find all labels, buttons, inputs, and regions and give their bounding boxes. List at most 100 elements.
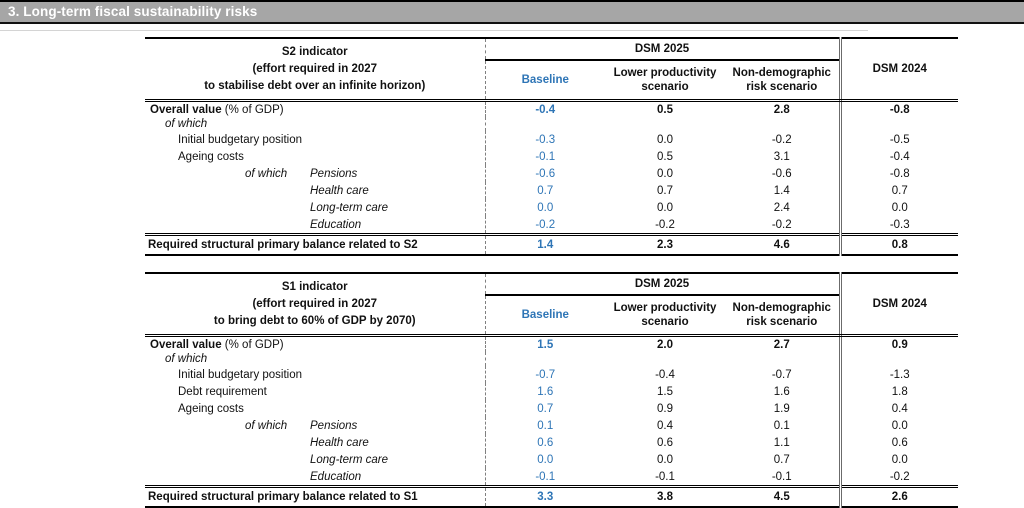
row-label-text: Initial budgetary position (178, 368, 303, 381)
value-cell: 0.4 (657, 419, 673, 432)
value-cell: -0.2 (484, 216, 605, 235)
value-cell: -0.2 (771, 133, 792, 146)
value-cell: -0.3 (838, 216, 958, 235)
value-cell: 0.9 (838, 335, 958, 352)
row-label-text: Health care (310, 436, 369, 449)
s1-table-body: Overall value (% of GDP) 1.5 2.0 2.7 0.9 of w… (145, 335, 958, 508)
row-label-text: Ageing costs (178, 402, 244, 415)
table-row-ofwhich: of which (145, 352, 958, 366)
value-cell: 0.0 (484, 199, 605, 216)
value-cell: 0.0 (657, 453, 673, 466)
value-cell (838, 352, 958, 366)
value-cell: 1.8 (838, 383, 958, 400)
scenario-header-row: Baseline Lower productivity scenario Non… (145, 60, 958, 102)
row-label-text: Initial budgetary position (178, 133, 303, 146)
value-cell: -0.4 (838, 148, 958, 165)
value-cell: -0.8 (838, 100, 958, 117)
row-label-text: Debt requirement (178, 385, 267, 398)
value-cell (725, 117, 840, 131)
table-title-line: to stabilise debt over an infinite horiz… (204, 79, 426, 92)
table-title-line: S2 indicator (281, 45, 348, 58)
dsm-2025-header: DSM 2025 (484, 38, 840, 61)
table-row-item: Debt requirement 1.6 1.5 1.6 1.8 (145, 383, 958, 400)
value-cell: 1.6 (773, 385, 790, 398)
value-cell: 1.5 (657, 385, 673, 398)
value-cell (605, 352, 725, 366)
row-label: Initial budgetary position (145, 131, 485, 148)
value-cell: 0.8 (838, 233, 958, 256)
value-cell: 0.7 (484, 182, 605, 199)
value-cell: 0.6 (838, 434, 958, 451)
table-row-subitem: Education -0.2 -0.2 -0.2 -0.3 (145, 216, 958, 235)
of-which-prefix: of which (245, 419, 288, 432)
table-row-ofwhich: of which (145, 117, 958, 131)
row-label: Required structural primary balance rela… (145, 485, 485, 508)
value-cell: -0.8 (838, 165, 958, 182)
row-label: of which (145, 352, 485, 366)
row-label: Overall value (% of GDP) (145, 101, 485, 118)
value-cell: 1.6 (484, 383, 605, 400)
banner-shadow-line (0, 30, 868, 31)
table-title-line: S1 indicator (281, 280, 348, 293)
value-cell: 2.7 (773, 338, 790, 351)
table-row-subitem: Long-term care 0.0 0.0 0.7 0.0 (145, 451, 958, 468)
row-label: Initial budgetary position (145, 366, 485, 383)
row-label: Health care (145, 182, 485, 199)
section-banner: 3. Long-term fiscal sustainability risks (0, 0, 1024, 24)
value-cell: 0.0 (838, 199, 958, 216)
table-row-subitem: Health care 0.7 0.7 1.4 0.7 (145, 182, 958, 199)
value-cell: 1.4 (773, 184, 790, 197)
s1-table-header: S1 indicator (effort required in 2027 to… (145, 273, 958, 337)
s2-table-header: S2 indicator (effort required in 2027 to… (145, 38, 958, 102)
value-cell: -0.1 (655, 470, 675, 483)
table-row-total: Required structural primary balance rela… (145, 485, 958, 508)
value-cell: 2.8 (773, 103, 790, 116)
table-title-line: to bring debt to 60% of GDP by 2070) (213, 314, 416, 327)
baseline-column-header: Baseline (484, 295, 605, 337)
value-cell (484, 352, 605, 366)
value-cell: 1.9 (773, 402, 790, 415)
value-cell: 1.4 (484, 233, 605, 256)
s1-table-title: S1 indicator (effort required in 2027 to… (145, 273, 485, 337)
table-row-item: Ageing costs -0.1 0.5 3.1 -0.4 (145, 148, 958, 165)
value-cell: 0.0 (657, 133, 673, 146)
value-cell: -0.1 (771, 470, 792, 483)
value-cell: 0.5 (657, 103, 673, 116)
row-label: Ageing costs (145, 148, 485, 165)
table-row-subitem: of which Pensions 0.1 0.4 0.1 0.0 (145, 417, 958, 434)
value-cell: -0.6 (771, 167, 792, 180)
value-cell: 1.5 (484, 335, 605, 352)
value-cell (725, 352, 840, 366)
table-row-subitem: Education -0.1 -0.1 -0.1 -0.2 (145, 468, 958, 487)
value-cell: 0.5 (657, 150, 673, 163)
tables-container: S2 indicator (effort required in 2027 to… (145, 37, 958, 508)
table-title-line: (effort required in 2027 (252, 297, 378, 310)
value-cell: -1.3 (838, 366, 958, 383)
row-label: Ageing costs (145, 400, 485, 417)
value-cell: 0.7 (838, 182, 958, 199)
s2-table-title: S2 indicator (effort required in 2027 to… (145, 38, 485, 102)
row-label-text: Pensions (310, 167, 358, 180)
row-label-text: Education (310, 218, 362, 231)
table-row-subitem: of which Pensions -0.6 0.0 -0.6 -0.8 (145, 165, 958, 182)
value-cell: -0.4 (655, 368, 675, 381)
row-label-text: Overall value (150, 338, 222, 351)
table-row-total: Required structural primary balance rela… (145, 233, 958, 256)
s2-table-body: Overall value (% of GDP) -0.4 0.5 2.8 -0.8 of… (145, 100, 958, 256)
non-demographic-column-header: Non-demographic risk scenario (725, 295, 840, 337)
value-cell: 0.6 (657, 436, 673, 449)
dsm-2024-header: DSM 2024 (838, 273, 958, 337)
row-label-text: Pensions (310, 419, 358, 432)
value-cell: 0.1 (773, 419, 790, 432)
value-cell: 0.7 (657, 184, 673, 197)
value-cell: 2.4 (773, 201, 790, 214)
value-cell: -0.1 (484, 468, 605, 487)
value-cell: 3.1 (773, 150, 790, 163)
lower-productivity-column-header: Lower productivity scenario (605, 60, 725, 102)
row-label-text: of which (165, 118, 208, 130)
value-cell: 2.0 (657, 338, 673, 351)
value-cell: -0.6 (484, 165, 605, 182)
section-title: 3. Long-term fiscal sustainability risks (8, 4, 258, 19)
table-row-subitem: Health care 0.6 0.6 1.1 0.6 (145, 434, 958, 451)
value-cell: 2.6 (838, 485, 958, 508)
